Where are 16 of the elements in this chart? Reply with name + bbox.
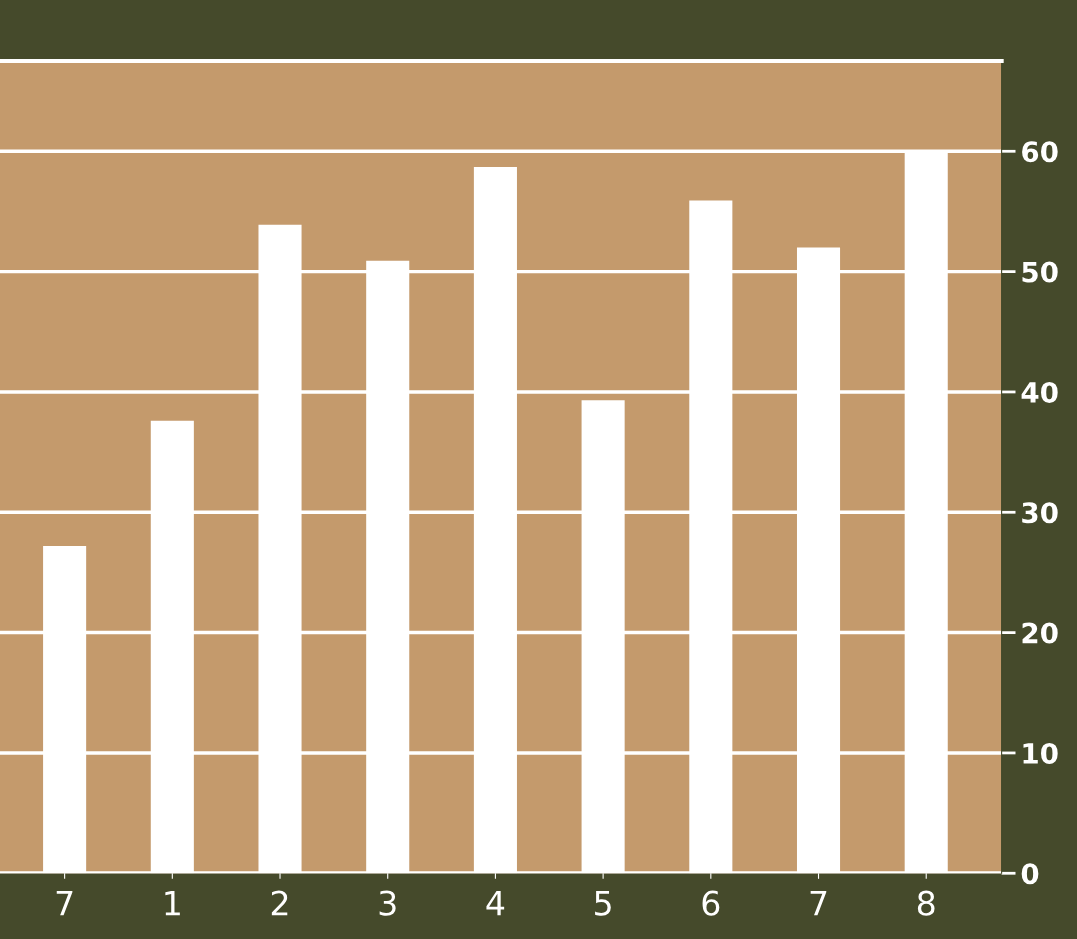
x-tick-label: 4 — [486, 890, 505, 916]
x-tick-label: 7 — [56, 890, 73, 916]
x-tick-label: 8 — [917, 890, 935, 916]
y-tick-label: 40 — [1021, 381, 1058, 403]
y-tick-label: 50 — [1022, 261, 1058, 283]
y-tick-label: 30 — [1022, 502, 1058, 524]
y-tick-label: 0 — [1021, 863, 1039, 885]
x-tick-label: 5 — [595, 890, 611, 916]
x-tick-label: 1 — [165, 890, 180, 916]
y-tick-label: 60 — [1022, 141, 1058, 163]
y-tick-label: 10 — [1023, 742, 1058, 764]
x-tick-label: 7 — [810, 890, 827, 916]
x-tick-label: 6 — [702, 890, 720, 916]
y-tick-label: 20 — [1022, 622, 1058, 644]
x-tick-label: 2 — [271, 890, 288, 916]
x-tick-label: 3 — [379, 890, 396, 916]
